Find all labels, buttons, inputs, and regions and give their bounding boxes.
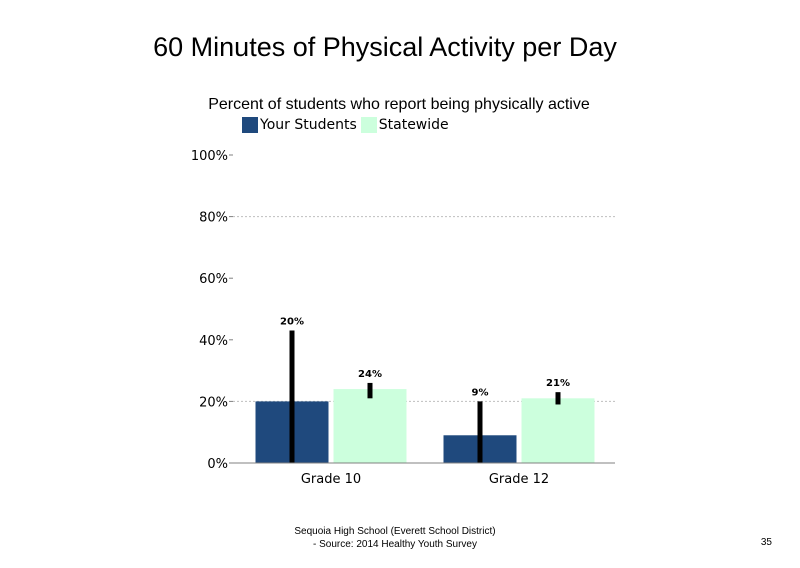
bar xyxy=(333,389,407,463)
y-tick-label: 80% xyxy=(199,211,228,226)
footer-school: Sequoia High School (Everett School Dist… xyxy=(294,526,496,537)
legend-item-statewide: Statewide xyxy=(360,117,449,133)
legend-label-your-students: Your Students xyxy=(260,117,357,133)
chart-subtitle: Percent of students who report being phy… xyxy=(208,96,590,113)
data-label: 9% xyxy=(472,387,489,398)
footer: Sequoia High School (Everett School Dist… xyxy=(240,525,550,551)
chart-title: 60 Minutes of Physical Activity per Day xyxy=(153,32,617,62)
page-number: 35 xyxy=(760,537,772,548)
legend-swatch-your-students xyxy=(242,117,258,133)
footer-source: - Source: 2014 Healthy Youth Survey xyxy=(313,539,477,550)
legend-item-your-students: Your Students xyxy=(242,117,357,133)
y-tick-label: 40% xyxy=(199,334,228,349)
y-tick-label: 0% xyxy=(207,457,228,472)
legend-swatch-statewide xyxy=(360,117,377,133)
x-tick-label: Grade 10 xyxy=(301,472,361,487)
data-label: 21% xyxy=(546,378,570,389)
data-label: 20% xyxy=(280,317,304,328)
legend: Your Students Statewide xyxy=(242,117,453,133)
data-label: 24% xyxy=(358,369,382,380)
y-tick-label: 60% xyxy=(199,272,228,287)
legend-label-statewide: Statewide xyxy=(378,117,449,133)
bar xyxy=(521,398,595,463)
y-tick-label: 20% xyxy=(199,395,228,410)
x-tick-label: Grade 12 xyxy=(489,472,549,487)
y-tick-label: 100% xyxy=(191,149,228,164)
